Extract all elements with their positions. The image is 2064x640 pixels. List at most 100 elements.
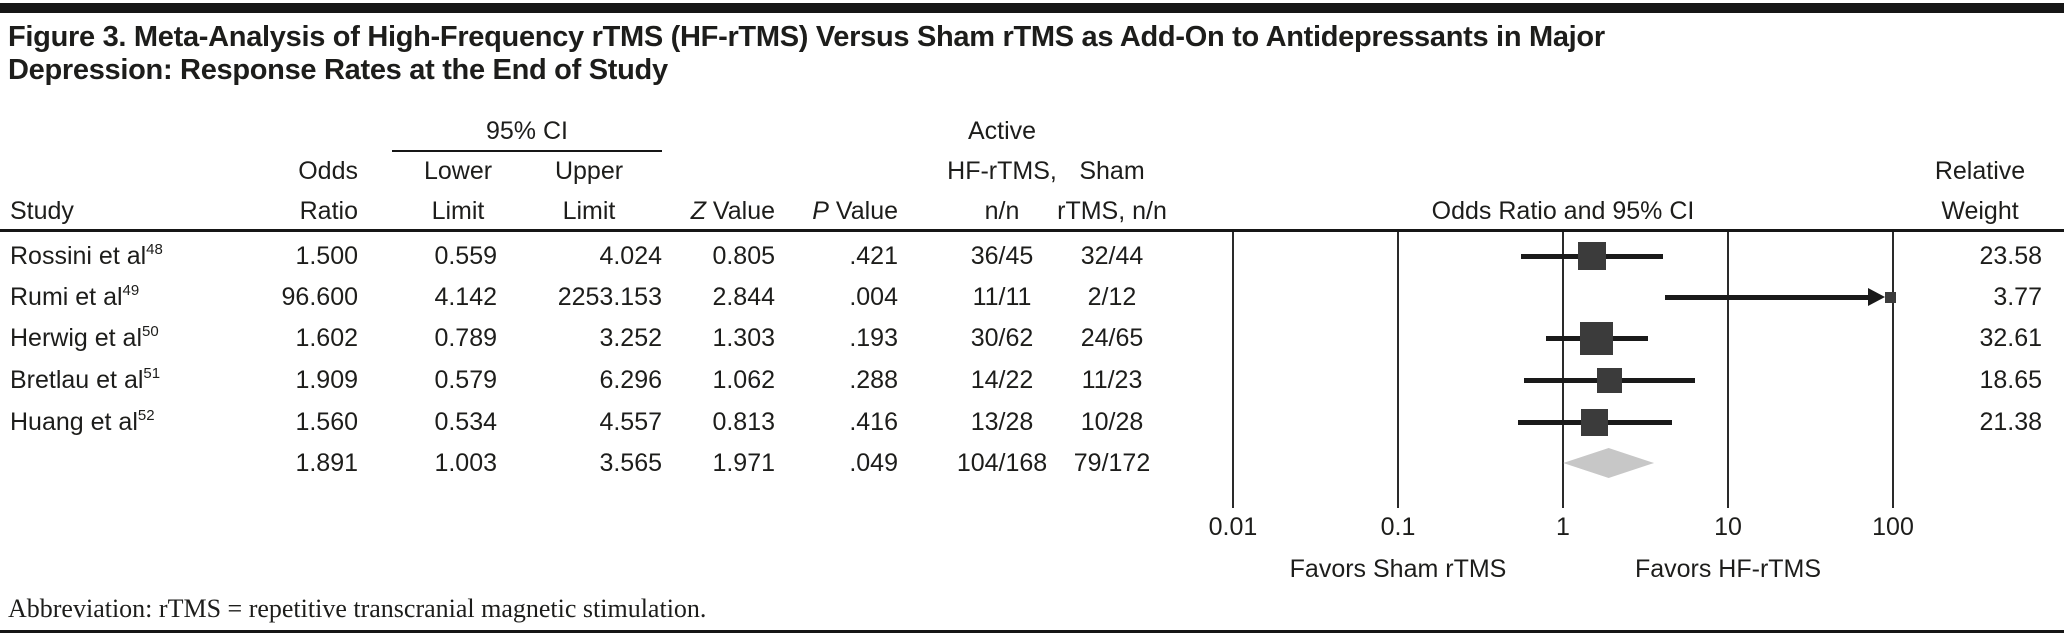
cell-active-nn: 13/28 xyxy=(970,408,1034,436)
cell-odds-ratio: 1.560 xyxy=(295,408,358,436)
col-header-study: Study xyxy=(10,197,74,225)
cell-p-value: .049 xyxy=(849,449,898,477)
x-tick-label: 0.1 xyxy=(1380,513,1416,541)
study-reference-number: 48 xyxy=(146,240,163,258)
col-header-active-2: HF-rTMS, xyxy=(947,157,1057,185)
cell-active-nn: 14/22 xyxy=(970,366,1034,394)
plot-gridline xyxy=(1727,232,1729,508)
plot-gridline xyxy=(1562,232,1564,508)
favors-hf-label: Favors HF-rTMS xyxy=(1634,555,1822,583)
cell-relative-weight: 3.77 xyxy=(1993,283,2042,311)
plot-point-square xyxy=(1581,408,1609,436)
cell-p-value: .288 xyxy=(849,366,898,394)
cell-relative-weight: 23.58 xyxy=(1979,242,2042,270)
plot-point-square xyxy=(1580,321,1614,355)
col-header-upper-2: Limit xyxy=(562,197,616,225)
cell-study: Bretlau et al51 xyxy=(10,365,270,395)
ci-group-spanner-rule xyxy=(392,150,662,152)
study-reference-number: 50 xyxy=(142,322,159,340)
col-header-z-value: Z Value xyxy=(655,196,775,226)
cell-odds-ratio: 1.500 xyxy=(295,242,358,270)
cell-lower-limit: 0.534 xyxy=(434,408,497,436)
study-name: Rumi et al xyxy=(10,283,123,311)
cell-active-nn: 11/11 xyxy=(972,283,1032,311)
figure-title-line1: Figure 3. Meta-Analysis of High-Frequenc… xyxy=(8,21,1605,53)
study-name: Bretlau et al xyxy=(10,366,144,394)
cell-upper-limit: 6.296 xyxy=(599,366,662,394)
cell-lower-limit: 4.142 xyxy=(434,283,497,311)
cell-upper-limit: 3.565 xyxy=(599,449,662,477)
cell-active-nn: 30/62 xyxy=(970,324,1034,352)
cell-odds-ratio: 1.909 xyxy=(295,366,358,394)
x-tick-label: 100 xyxy=(1872,513,1914,541)
cell-sham-nn: 79/172 xyxy=(1073,449,1151,477)
cell-p-value: .004 xyxy=(849,283,898,311)
cell-z-value: 1.971 xyxy=(712,449,775,477)
cell-lower-limit: 1.003 xyxy=(434,449,497,477)
cell-odds-ratio: 1.891 xyxy=(295,449,358,477)
cell-active-nn: 104/168 xyxy=(956,449,1048,477)
figure-bottom-rule xyxy=(0,630,2064,633)
cell-relative-weight: 21.38 xyxy=(1979,408,2042,436)
x-tick-label: 1 xyxy=(1556,513,1570,541)
cell-study: Huang et al52 xyxy=(10,407,270,437)
col-header-sham: Sham xyxy=(1079,157,1145,185)
cell-lower-limit: 0.789 xyxy=(434,324,497,352)
cell-lower-limit: 0.579 xyxy=(434,366,497,394)
plot-point-square xyxy=(1596,367,1622,393)
cell-study: Herwig et al50 xyxy=(10,323,270,353)
study-name: Herwig et al xyxy=(10,324,142,352)
figure-top-rule xyxy=(0,3,2064,13)
study-reference-number: 51 xyxy=(143,364,161,382)
cell-z-value: 0.805 xyxy=(712,242,775,270)
col-header-active-3: n/n xyxy=(984,197,1020,225)
z-italic: Z xyxy=(690,197,706,225)
favors-sham-label: Favors Sham rTMS xyxy=(1289,555,1507,583)
cell-lower-limit: 0.559 xyxy=(434,242,497,270)
cell-p-value: .416 xyxy=(849,408,898,436)
col-header-weight-2: Weight xyxy=(1941,197,2019,225)
col-header-plot: Odds Ratio and 95% CI xyxy=(1431,197,1695,225)
cell-upper-limit: 4.557 xyxy=(599,408,662,436)
cell-p-value: .193 xyxy=(849,324,898,352)
summary-diamond xyxy=(1563,448,1655,478)
cell-sham-nn: 24/65 xyxy=(1080,324,1144,352)
ci-group-label: 95% CI xyxy=(486,117,568,145)
cell-active-nn: 36/45 xyxy=(970,242,1034,270)
plot-point-square xyxy=(1885,291,1897,303)
cell-odds-ratio: 1.602 xyxy=(295,324,358,352)
x-tick-label: 0.01 xyxy=(1208,513,1258,541)
figure-title-line2: Depression: Response Rates at the End of… xyxy=(8,54,668,86)
cell-study: Rumi et al49 xyxy=(10,282,270,312)
cell-z-value: 2.844 xyxy=(712,283,775,311)
cell-upper-limit: 4.024 xyxy=(599,242,662,270)
col-header-lower-2: Limit xyxy=(431,197,485,225)
cell-z-value: 1.303 xyxy=(712,324,775,352)
abbreviation-note: Abbreviation: rTMS = repetitive transcra… xyxy=(8,594,707,623)
x-tick-label: 10 xyxy=(1714,513,1742,541)
cell-upper-limit: 2253.153 xyxy=(557,283,662,311)
cell-sham-nn: 11/23 xyxy=(1081,366,1143,394)
col-header-odds-2: Ratio xyxy=(299,197,358,225)
col-header-lower: Lower xyxy=(423,157,493,185)
col-header-weight: Relative xyxy=(1934,157,2026,185)
cell-relative-weight: 32.61 xyxy=(1979,324,2042,352)
cell-sham-nn: 32/44 xyxy=(1080,242,1144,270)
cell-sham-nn: 10/28 xyxy=(1080,408,1144,436)
col-header-active: Active xyxy=(967,117,1037,145)
col-header-sham-2: rTMS, n/n xyxy=(1057,197,1167,225)
p-italic: P xyxy=(812,197,829,225)
cell-relative-weight: 18.65 xyxy=(1979,366,2042,394)
plot-point-square xyxy=(1578,242,1607,270)
cell-odds-ratio: 96.600 xyxy=(281,283,358,311)
plot-gridline xyxy=(1232,232,1234,508)
cell-study: Rossini et al48 xyxy=(10,241,270,271)
study-name: Huang et al xyxy=(10,408,138,436)
cell-sham-nn: 2/12 xyxy=(1087,283,1137,311)
plot-gridline xyxy=(1397,232,1399,508)
plot-ci-arrowhead xyxy=(1868,288,1885,306)
col-header-upper: Upper xyxy=(554,157,624,185)
cell-p-value: .421 xyxy=(849,242,898,270)
